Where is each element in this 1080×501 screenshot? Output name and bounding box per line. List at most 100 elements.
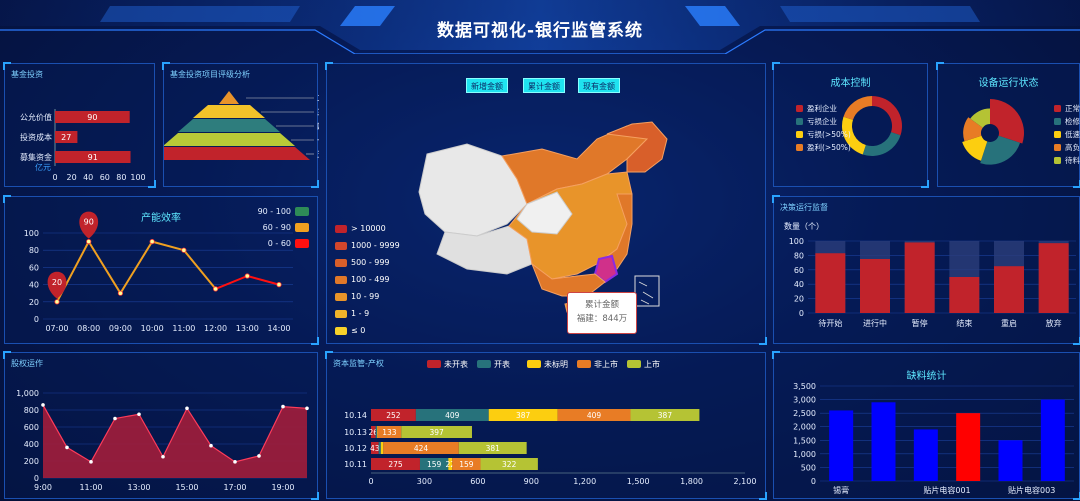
- data-label: 424: [414, 444, 429, 453]
- x-tick-label: 60: [100, 173, 110, 182]
- visual-map-label: 90 - 100: [258, 207, 291, 216]
- chart-title: 缺料统计: [906, 371, 947, 382]
- data-label: 381: [486, 444, 501, 453]
- y-tick-label: 500: [801, 463, 816, 472]
- legend-swatch: [477, 360, 491, 368]
- series-line: [151, 240, 185, 252]
- map-legend-item[interactable]: 1000 - 9999: [335, 241, 400, 250]
- tooltip-title: 累计金额: [584, 300, 619, 310]
- y-tick-label: 100: [24, 229, 39, 238]
- bar: [871, 402, 896, 481]
- x-tick-label: 锡膏: [833, 485, 849, 495]
- current-amount-button[interactable]: 现有金额: [578, 78, 620, 93]
- bar-segment: [371, 442, 379, 454]
- data-point: [181, 247, 187, 253]
- y-tick-label: 800: [24, 406, 39, 415]
- y-tick-label: 80: [29, 246, 39, 255]
- china-map[interactable]: [327, 64, 767, 345]
- pyramid-label: 四星: [317, 122, 319, 131]
- data-point: [276, 282, 282, 288]
- pyramid-label: 五星: [317, 150, 319, 159]
- bar: [55, 151, 131, 163]
- visual-map-label: 0 - 60: [268, 239, 291, 248]
- data-point: [212, 286, 219, 292]
- panel-title: 基金投资项目评级分析: [170, 70, 250, 79]
- bar-segment: [415, 409, 489, 421]
- legend-swatch: [527, 360, 541, 368]
- series-line: [247, 275, 280, 286]
- bar: [815, 253, 846, 313]
- legend-swatch: [796, 144, 803, 151]
- x-tick-label: 11:00: [79, 483, 102, 492]
- bar-segment: [452, 458, 481, 470]
- legend-label: 未开表: [444, 359, 468, 369]
- data-label: 133: [382, 428, 397, 437]
- y-tick-label: 10.13: [344, 428, 367, 437]
- x-tick-label: 100: [130, 173, 145, 182]
- x-tick-label: 1,500: [627, 477, 650, 486]
- data-point: [137, 412, 141, 417]
- map-legend-item[interactable]: 100 - 499: [335, 275, 390, 284]
- visual-map-swatch: [295, 223, 309, 232]
- y-tick-label: 40: [794, 280, 804, 289]
- legend-label: 开表: [494, 359, 510, 369]
- series-line: [215, 275, 248, 290]
- pie-slice: [963, 117, 983, 142]
- legend-label: 高负: [1065, 142, 1080, 152]
- x-tick-label: 待开始: [818, 318, 842, 328]
- pie-slice: [872, 96, 902, 136]
- x-tick-label: 20: [67, 173, 77, 182]
- bar-segment: [401, 426, 472, 438]
- data-label: 22: [445, 460, 455, 469]
- data-point: [305, 406, 309, 411]
- y-tick-label: 募集资金: [20, 152, 52, 162]
- pyramid-segment: [163, 133, 295, 146]
- material-bar-chart: 0 500 1,000 1,500 2,000 2,500 3,000 3,500 锡膏 贴片电容…: [793, 382, 1074, 495]
- map-legend-item[interactable]: 10 - 99: [335, 292, 379, 301]
- pyramid-segment: [148, 147, 310, 160]
- data-point: [185, 406, 189, 411]
- marker-label: 20: [52, 278, 62, 287]
- map-legend-item[interactable]: ≤ 0: [335, 326, 365, 335]
- x-tick-label: 09:00: [109, 324, 132, 333]
- data-label: 252: [386, 411, 401, 420]
- y-tick-label: 10.12: [344, 444, 367, 453]
- x-tick-label: 19:00: [271, 483, 294, 492]
- bar: [55, 131, 78, 143]
- x-tick-label: 1,800: [680, 477, 703, 486]
- map-legend-item[interactable]: 500 - 999: [335, 258, 390, 267]
- legend-label: 未标明: [544, 359, 568, 369]
- legend-label: 盈利企业: [807, 103, 837, 113]
- y-tick-label: 400: [24, 440, 39, 449]
- y-tick-label: 2,500: [793, 409, 816, 418]
- visual-map-swatch: [295, 207, 309, 216]
- map-panel: > 10000 1000 - 9999 500 - 999 100 - 499 10 -…: [325, 62, 767, 345]
- map-legend-item[interactable]: 1 - 9: [335, 309, 369, 318]
- data-point: [89, 460, 93, 464]
- bar-segment: [480, 458, 538, 470]
- legend-swatch: [335, 275, 347, 284]
- bar: [1038, 243, 1069, 313]
- decision-bar-chart: 数量（个） 0 20 40 60 80 100 待开始 进行中 暂停 结束 重启 放弃: [784, 221, 1076, 328]
- map-region-east: [595, 193, 633, 270]
- chart-title: 产能效率: [141, 213, 181, 224]
- panel-title: 决策运行监督: [780, 203, 828, 212]
- legend-swatch: [335, 326, 347, 335]
- y-tick-label: 1,000: [793, 450, 816, 459]
- data-label: 90: [87, 113, 97, 122]
- cumulative-amount-button[interactable]: 累计金额: [523, 78, 565, 93]
- series-line: [87, 241, 122, 294]
- map-region-qinghai: [516, 191, 573, 235]
- visual-map-swatch: [295, 239, 309, 248]
- new-amount-button[interactable]: 新增金额: [466, 78, 508, 93]
- map-region-west: [418, 143, 528, 237]
- map-tooltip: 累计金额 福建：844万: [567, 292, 637, 334]
- pie-slice: [842, 116, 866, 155]
- pie-slice: [980, 135, 1021, 165]
- data-label: 387: [658, 411, 673, 420]
- bar: [860, 259, 890, 313]
- x-tick-label: 15:00: [175, 483, 198, 492]
- legend-swatch: [627, 360, 641, 368]
- map-legend-item[interactable]: > 10000: [335, 224, 386, 233]
